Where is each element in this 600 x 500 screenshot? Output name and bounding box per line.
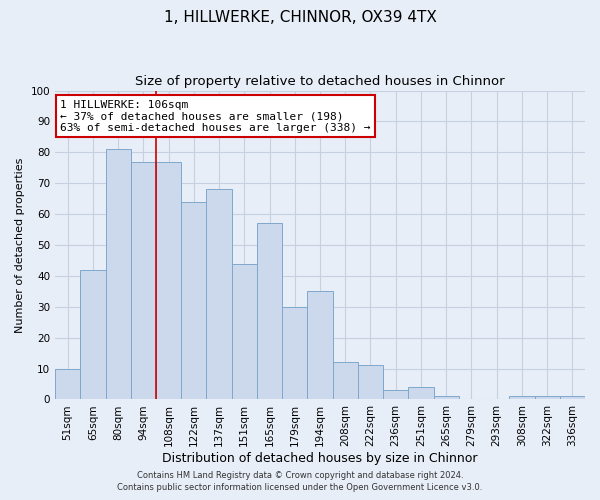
Bar <box>80 270 106 400</box>
Bar <box>560 396 585 400</box>
Bar <box>332 362 358 400</box>
Bar <box>307 292 332 400</box>
Text: 1 HILLWERKE: 106sqm
← 37% of detached houses are smaller (198)
63% of semi-detac: 1 HILLWERKE: 106sqm ← 37% of detached ho… <box>61 100 371 133</box>
Bar <box>55 368 80 400</box>
Text: 1, HILLWERKE, CHINNOR, OX39 4TX: 1, HILLWERKE, CHINNOR, OX39 4TX <box>164 10 436 25</box>
Bar <box>206 190 232 400</box>
Bar <box>257 224 282 400</box>
Text: Contains HM Land Registry data © Crown copyright and database right 2024.
Contai: Contains HM Land Registry data © Crown c… <box>118 471 482 492</box>
Bar <box>509 396 535 400</box>
Bar <box>358 366 383 400</box>
Bar <box>131 162 156 400</box>
Bar <box>409 387 434 400</box>
Bar <box>232 264 257 400</box>
Bar <box>282 307 307 400</box>
Bar <box>106 149 131 400</box>
Bar <box>535 396 560 400</box>
Title: Size of property relative to detached houses in Chinnor: Size of property relative to detached ho… <box>135 75 505 88</box>
Bar <box>434 396 459 400</box>
Bar <box>383 390 409 400</box>
Y-axis label: Number of detached properties: Number of detached properties <box>15 158 25 332</box>
Bar <box>181 202 206 400</box>
X-axis label: Distribution of detached houses by size in Chinnor: Distribution of detached houses by size … <box>162 452 478 465</box>
Bar <box>156 162 181 400</box>
